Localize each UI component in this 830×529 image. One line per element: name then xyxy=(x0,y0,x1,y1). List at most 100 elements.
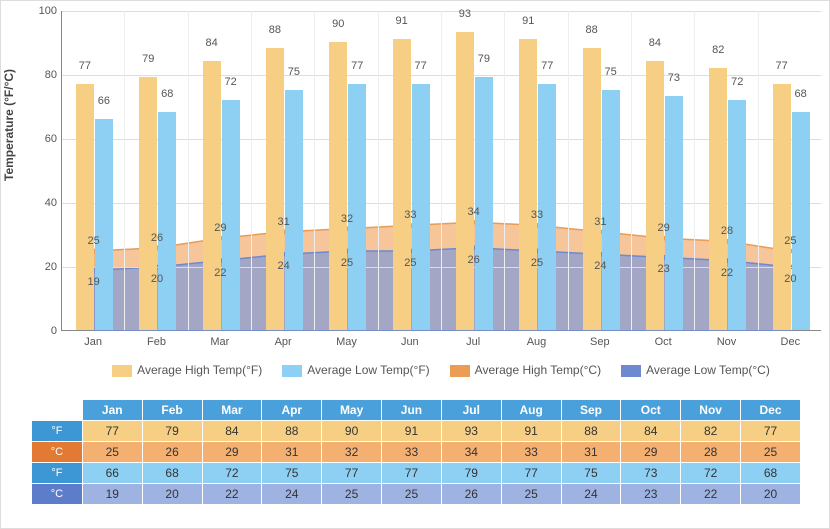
bar-low-f xyxy=(348,84,366,330)
bar-high-f xyxy=(139,77,157,330)
x-tick-label: May xyxy=(315,336,377,348)
bar-label-high-f: 84 xyxy=(200,37,224,49)
legend-label: Average Low Temp(°C) xyxy=(646,363,770,377)
area-label-high-c: 29 xyxy=(208,222,232,234)
table-cell: 72 xyxy=(681,463,740,483)
table-cell: 33 xyxy=(502,442,561,462)
area-label-low-c: 24 xyxy=(272,260,296,272)
table-header-cell: Jan xyxy=(83,400,142,420)
month-column: 9177Aug xyxy=(505,11,568,330)
bar-low-f xyxy=(792,112,810,330)
area-label-low-c: 20 xyxy=(778,273,802,285)
legend-swatch xyxy=(282,365,302,377)
bar-label-high-f: 91 xyxy=(390,15,414,27)
legend-label: Average Low Temp(°F) xyxy=(307,363,429,377)
table-cell: 84 xyxy=(203,421,262,441)
table-cell: 29 xyxy=(203,442,262,462)
month-column: 8272Nov xyxy=(695,11,758,330)
area-label-low-c: 22 xyxy=(208,267,232,279)
data-table: JanFebMarAprMayJunJulAugSepOctNovDec°F77… xyxy=(31,399,801,505)
area-label-low-c: 22 xyxy=(715,267,739,279)
table-header-cell: Aug xyxy=(502,400,561,420)
area-label-high-c: 25 xyxy=(778,235,802,247)
table-row-label: °C xyxy=(32,484,82,504)
x-tick-label: Feb xyxy=(125,336,187,348)
table-cell: 68 xyxy=(741,463,800,483)
table-header-cell: Apr xyxy=(262,400,321,420)
table-header-cell: Jun xyxy=(382,400,441,420)
table-cell: 26 xyxy=(442,484,501,504)
bar-low-f xyxy=(728,100,746,330)
area-label-low-c: 25 xyxy=(398,257,422,269)
y-tick-label: 100 xyxy=(32,5,57,17)
month-column: 9379Jul xyxy=(442,11,505,330)
table-cell: 68 xyxy=(143,463,202,483)
table-cell: 22 xyxy=(203,484,262,504)
x-tick-label: Jun xyxy=(379,336,441,348)
bar-label-high-f: 88 xyxy=(263,24,287,36)
bar-low-f xyxy=(222,100,240,330)
legend-label: Average High Temp(°F) xyxy=(137,363,262,377)
x-tick-label: Jan xyxy=(62,336,124,348)
table-header-cell: Sep xyxy=(562,400,621,420)
table-cell: 24 xyxy=(262,484,321,504)
table-row: °C192022242525262524232220 xyxy=(32,484,800,504)
legend-item: Average Low Temp(°F) xyxy=(282,363,429,377)
area-label-low-c: 26 xyxy=(462,254,486,266)
legend-swatch xyxy=(621,365,641,377)
bar-high-f xyxy=(773,84,791,330)
bar-low-f xyxy=(475,77,493,330)
bar-label-low-f: 79 xyxy=(472,53,496,65)
table-cell: 25 xyxy=(502,484,561,504)
table-cell: 28 xyxy=(681,442,740,462)
area-label-high-c: 25 xyxy=(82,235,106,247)
area-label-low-c: 25 xyxy=(525,257,549,269)
y-tick-label: 0 xyxy=(32,325,57,337)
plot-area: 0204060801007766Jan7968Feb8472Mar8875Apr… xyxy=(61,11,821,331)
bar-high-f xyxy=(203,61,221,330)
x-tick-label: Oct xyxy=(632,336,694,348)
table-cell: 20 xyxy=(741,484,800,504)
table-cell: 25 xyxy=(741,442,800,462)
bar-low-f xyxy=(158,112,176,330)
bar-low-f xyxy=(95,119,113,330)
table-cell: 24 xyxy=(562,484,621,504)
bar-low-f xyxy=(665,96,683,330)
table-header-cell: Nov xyxy=(681,400,740,420)
x-tick-label: Jul xyxy=(442,336,504,348)
legend-item: Average High Temp(°F) xyxy=(112,363,262,377)
area-label-high-c: 31 xyxy=(588,216,612,228)
bar-label-low-f: 75 xyxy=(599,66,623,78)
table-header-cell: Jul xyxy=(442,400,501,420)
area-label-high-c: 32 xyxy=(335,213,359,225)
chart-area: 0204060801007766Jan7968Feb8472Mar8875Apr… xyxy=(61,11,821,351)
table-cell: 22 xyxy=(681,484,740,504)
bar-high-f xyxy=(709,68,727,330)
bar-low-f xyxy=(602,90,620,330)
legend-item: Average High Temp(°C) xyxy=(450,363,601,377)
area-label-low-c: 20 xyxy=(145,273,169,285)
table-cell: 88 xyxy=(562,421,621,441)
table-cell: 25 xyxy=(382,484,441,504)
legend-swatch xyxy=(112,365,132,377)
bar-high-f xyxy=(393,39,411,330)
bar-high-f xyxy=(646,61,664,330)
area-label-low-c: 25 xyxy=(335,257,359,269)
bar-label-low-f: 73 xyxy=(662,72,686,84)
area-label-high-c: 29 xyxy=(652,222,676,234)
bar-label-high-f: 90 xyxy=(326,18,350,30)
table-cell: 34 xyxy=(442,442,501,462)
table-cell: 91 xyxy=(502,421,561,441)
table-cell: 32 xyxy=(322,442,381,462)
table-row: °F777984889091939188848277 xyxy=(32,421,800,441)
bar-label-low-f: 75 xyxy=(282,66,306,78)
table-row-label: °F xyxy=(32,463,82,483)
area-label-low-c: 23 xyxy=(652,263,676,275)
bar-label-high-f: 77 xyxy=(770,60,794,72)
bar-label-high-f: 93 xyxy=(453,8,477,20)
area-label-low-c: 19 xyxy=(82,276,106,288)
table-header-cell: Feb xyxy=(143,400,202,420)
table-cell: 33 xyxy=(382,442,441,462)
table-cell: 26 xyxy=(143,442,202,462)
table-cell: 88 xyxy=(262,421,321,441)
